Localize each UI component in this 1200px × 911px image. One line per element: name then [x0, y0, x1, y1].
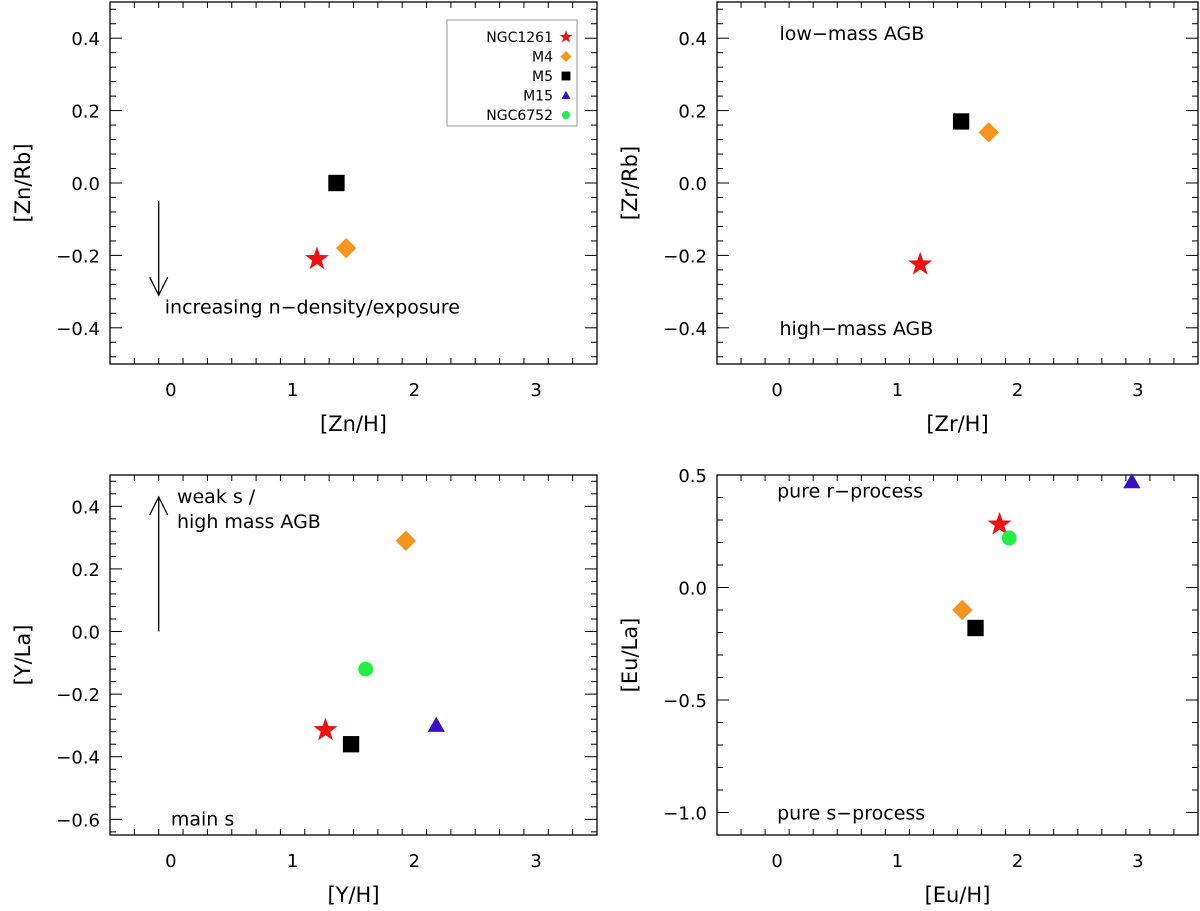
x-tick-label: 2: [1012, 380, 1023, 401]
point-ngc1261: [304, 246, 329, 270]
x-tick-label: 0: [165, 851, 176, 872]
y-axis-title: [Zr/Rb]: [618, 146, 642, 220]
panel-3: 0 1 2 3 −0.6 −0.4 −0.2 0.0 0.2 0.4 [Y/H] [Y/La] weak…: [11, 474, 598, 907]
point-m5: [342, 736, 360, 753]
point-m4: [395, 530, 417, 551]
x-tick-label: 2: [409, 380, 420, 401]
annotation: low−mass AGB: [780, 23, 925, 45]
legend-marker-m5: [561, 71, 571, 81]
y-tick-label: −0.5: [663, 691, 707, 712]
panel-4: 0 1 2 3 −1.0 −0.5 0.0 0.5 [Eu/H] [Eu/La] pure r−pr…: [618, 466, 1199, 907]
y-tick-label: 0.2: [71, 102, 100, 123]
y-tick-label: 0.0: [71, 174, 100, 195]
y-axis-title: [Eu/La]: [618, 618, 642, 693]
arrow-head: [149, 276, 169, 297]
legend-label: M15: [523, 89, 553, 105]
y-tick-label: 0.4: [71, 29, 100, 50]
annotation: high−mass AGB: [780, 318, 934, 340]
legend-marker-m4: [560, 50, 572, 63]
legend-marker-ngc6752: [561, 110, 571, 120]
annotation: main s: [171, 809, 234, 831]
x-axis-title: [Y/H]: [327, 883, 379, 907]
x-tick-label: 0: [771, 380, 782, 401]
y-tick-label: 0.0: [678, 174, 707, 195]
x-axis-title: [Zn/H]: [320, 412, 387, 436]
x-tick-label: 1: [892, 380, 903, 401]
legend: NGC1261 M4 M5 M15 NGC6752: [446, 19, 578, 127]
point-ngc6752: [358, 661, 374, 677]
y-tick-label: 0.0: [678, 579, 707, 600]
x-tick-label: 3: [530, 851, 541, 872]
y-axis-title: [Y/La]: [11, 625, 35, 686]
point-m4: [335, 237, 357, 259]
legend-box: [446, 19, 578, 127]
annotation: weak s /: [177, 486, 256, 508]
legend-label: NGC1261: [486, 30, 553, 46]
point-m4: [978, 122, 999, 143]
legend-marker-ngc1261: [559, 30, 573, 43]
point-m5: [967, 619, 984, 637]
point-m15: [427, 716, 445, 732]
plot-frame: [716, 474, 1199, 836]
y-tick-label: 0.4: [71, 497, 100, 518]
x-tick-label: 2: [409, 851, 420, 872]
y-tick-label: −0.2: [663, 246, 707, 267]
x-tick-label: 3: [530, 380, 541, 401]
x-tick-label: 0: [165, 380, 176, 401]
point-ngc1261: [313, 717, 338, 741]
plot-frame: [716, 1, 1199, 365]
point-m5: [952, 113, 970, 130]
point-m4: [952, 599, 973, 621]
y-tick-label: 0.0: [71, 623, 100, 644]
y-tick-label: −0.2: [56, 246, 100, 267]
x-tick-label: 1: [287, 380, 298, 401]
x-tick-label: 3: [1132, 380, 1143, 401]
x-tick-label: 0: [771, 851, 782, 872]
point-ngc1261: [908, 251, 933, 275]
panel-1: 0 1 2 3 −0.4 −0.2 0.0 0.2 0.4 [Zn/H] [Zn/Rb] increa…: [11, 1, 598, 436]
point-ngc1261: [987, 511, 1012, 535]
panel-2: 0 1 2 3 −0.4 −0.2 0.0 0.2 0.4 [Zr/H] [Zr/Rb] low−ma…: [618, 1, 1199, 436]
arrow-head: [149, 495, 169, 516]
legend-label: NGC6752: [486, 108, 553, 124]
point-m15: [1123, 473, 1141, 489]
y-tick-label: −1.0: [663, 804, 707, 825]
y-tick-label: 0.4: [678, 29, 707, 50]
y-tick-label: 0.5: [678, 466, 707, 487]
legend-marker-m15: [561, 90, 571, 100]
legend-label: M4: [532, 50, 553, 66]
annotation: high mass AGB: [177, 511, 321, 533]
y-tick-label: 0.2: [71, 560, 100, 581]
x-axis-title: [Zr/H]: [926, 412, 988, 436]
point-ngc6752: [1001, 530, 1017, 546]
y-tick-label: −0.2: [56, 685, 100, 706]
x-axis-title: [Eu/H]: [925, 883, 991, 907]
y-axis-title: [Zn/Rb]: [11, 143, 35, 222]
y-tick-label: −0.6: [56, 810, 100, 831]
x-tick-label: 1: [287, 851, 298, 872]
x-tick-label: 3: [1132, 851, 1143, 872]
legend-label: M5: [532, 69, 553, 85]
annotation: increasing n−density/exposure: [165, 296, 460, 318]
y-tick-label: −0.4: [663, 319, 707, 340]
x-tick-label: 1: [892, 851, 903, 872]
x-tick-label: 2: [1012, 851, 1023, 872]
y-tick-label: −0.4: [56, 748, 100, 769]
y-tick-label: 0.2: [678, 102, 707, 123]
point-m5: [328, 174, 345, 192]
annotation: pure r−process: [777, 481, 923, 503]
annotation: pure s−process: [777, 802, 925, 824]
y-tick-label: −0.4: [56, 319, 100, 340]
